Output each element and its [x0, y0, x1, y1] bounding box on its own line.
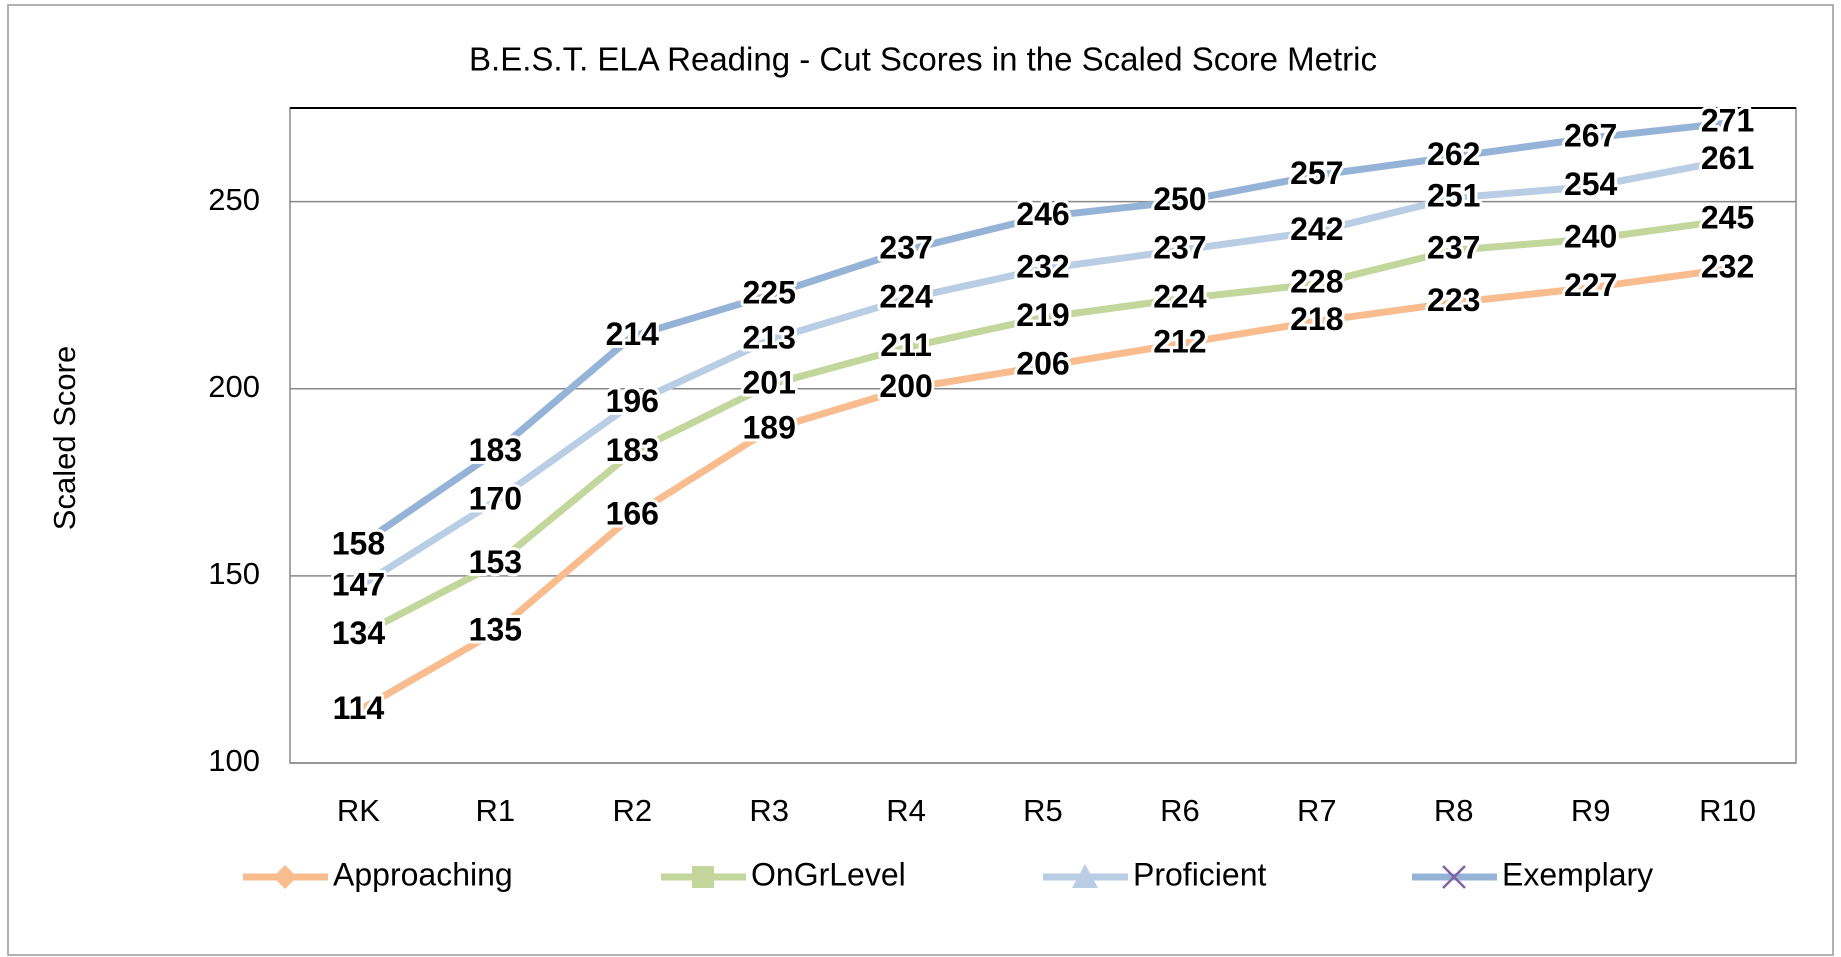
y-tick-label: 200	[208, 369, 260, 404]
x-tick-label: R10	[1699, 793, 1756, 828]
x-tick-label: R9	[1571, 793, 1611, 828]
data-label: 196	[606, 383, 659, 419]
data-label: 166	[606, 495, 659, 531]
data-label: 242	[1290, 211, 1343, 247]
data-label: 228	[1290, 263, 1343, 299]
data-label: 213	[742, 320, 795, 356]
series-line	[356, 119, 1728, 549]
data-label: 211	[880, 327, 932, 363]
data-label: 219	[1016, 297, 1069, 333]
data-label: 147	[332, 567, 385, 603]
y-tick-label: 100	[208, 743, 260, 778]
x-tick-label: R6	[1160, 793, 1200, 828]
data-label: 183	[606, 432, 659, 468]
data-label: 201	[742, 364, 795, 400]
series-line	[356, 265, 1729, 714]
data-label: 214	[606, 316, 660, 352]
data-label: 134	[332, 615, 386, 651]
data-label: 246	[1016, 196, 1069, 232]
data-label: 114	[333, 690, 385, 726]
data-label: 223	[1427, 282, 1480, 318]
data-label: 189	[742, 409, 795, 445]
data-label: 262	[1427, 136, 1480, 172]
y-tick-label: 250	[208, 182, 260, 217]
data-label: 153	[469, 544, 522, 580]
y-axis-label: Scaled Score	[47, 346, 82, 530]
data-label: 257	[1290, 155, 1343, 191]
legend-marker	[273, 865, 297, 889]
x-tick-label: R2	[612, 793, 652, 828]
data-label: 232	[1016, 248, 1069, 284]
legend-label: OnGrLevel	[751, 856, 906, 892]
x-tick-label: R1	[476, 793, 516, 828]
legend-label: Proficient	[1133, 856, 1267, 892]
legend-marker	[1072, 864, 1098, 888]
data-label: 206	[1016, 346, 1069, 382]
data-label: 183	[469, 432, 522, 468]
x-tick-label: R3	[749, 793, 789, 828]
x-tick-label: R4	[886, 793, 926, 828]
data-label: 158	[332, 525, 385, 561]
x-tick-label: R7	[1297, 793, 1337, 828]
data-label: 237	[1427, 230, 1480, 266]
series-line	[356, 156, 1729, 591]
x-tick-label: RK	[337, 793, 380, 828]
data-label: 135	[469, 611, 522, 647]
data-label: 227	[1564, 267, 1617, 303]
data-label: 261	[1701, 140, 1754, 176]
legend-marker	[692, 866, 714, 888]
legend-label: Exemplary	[1502, 856, 1653, 892]
x-tick-label: R8	[1434, 793, 1474, 828]
data-label: 254	[1564, 166, 1618, 202]
data-label: 237	[879, 230, 932, 266]
x-tick-label: R5	[1023, 793, 1063, 828]
legend-label: Approaching	[333, 856, 513, 892]
y-tick-label: 150	[208, 556, 260, 591]
data-label: 200	[879, 368, 932, 404]
data-label: 218	[1290, 301, 1343, 337]
data-label: 240	[1564, 218, 1617, 254]
data-label: 224	[879, 278, 933, 314]
data-label: 251	[1427, 177, 1480, 213]
data-label: 170	[469, 480, 522, 516]
data-label: 225	[742, 275, 795, 311]
data-label: 232	[1701, 248, 1754, 284]
data-label: 224	[1153, 278, 1207, 314]
chart-title: B.E.S.T. ELA Reading - Cut Scores in the…	[469, 41, 1377, 78]
data-label: 212	[1153, 323, 1206, 359]
data-label: 245	[1701, 200, 1754, 236]
data-label: 267	[1564, 117, 1617, 153]
data-label: 271	[1701, 102, 1754, 138]
data-label: 237	[1153, 230, 1206, 266]
series-line	[356, 216, 1729, 639]
legend-marker	[1442, 865, 1466, 889]
data-label: 250	[1153, 181, 1206, 217]
